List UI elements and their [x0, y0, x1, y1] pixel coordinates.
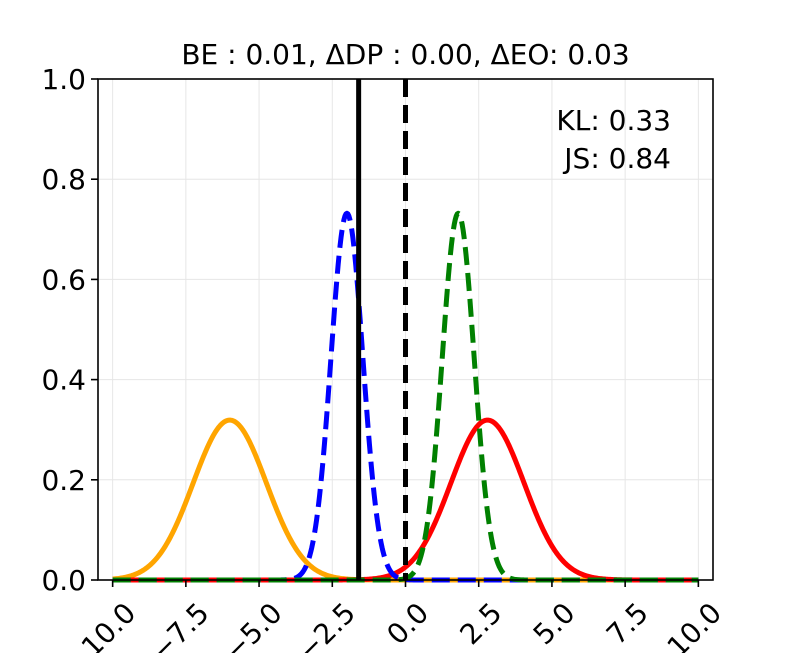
y-axis: 0.0 0.2 0.4 0.6 0.8 1.0	[41, 63, 98, 597]
x-tick-label: 2.5	[454, 596, 509, 651]
x-axis: −10.0 −7.5 −5.0 −2.5 0.0 2.5 5.0 7.5 10.0	[58, 580, 728, 653]
chart-title: BE : 0.01, ΔDP : 0.00, ΔEO: 0.03	[181, 38, 629, 71]
x-tick-label: 5.0	[527, 596, 582, 651]
y-tick-label: 0.8	[41, 163, 86, 196]
x-tick-label: −7.5	[144, 596, 215, 653]
y-tick-label: 0.6	[41, 263, 86, 296]
x-tick-label: −5.0	[217, 596, 288, 653]
y-tick-label: 0.2	[41, 464, 86, 497]
y-tick-label: 1.0	[41, 63, 86, 96]
y-tick-label: 0.0	[41, 564, 86, 597]
kl-annotation: KL: 0.33	[556, 104, 671, 137]
js-annotation: JS: 0.84	[562, 142, 671, 175]
x-tick-label: −10.0	[58, 596, 142, 653]
x-tick-label: 0.0	[380, 596, 435, 651]
x-tick-label: −2.5	[291, 596, 362, 653]
y-tick-label: 0.4	[41, 364, 86, 397]
x-tick-label: 7.5	[600, 596, 655, 651]
vertical-lines	[356, 79, 408, 580]
x-tick-label: 10.0	[661, 596, 728, 653]
